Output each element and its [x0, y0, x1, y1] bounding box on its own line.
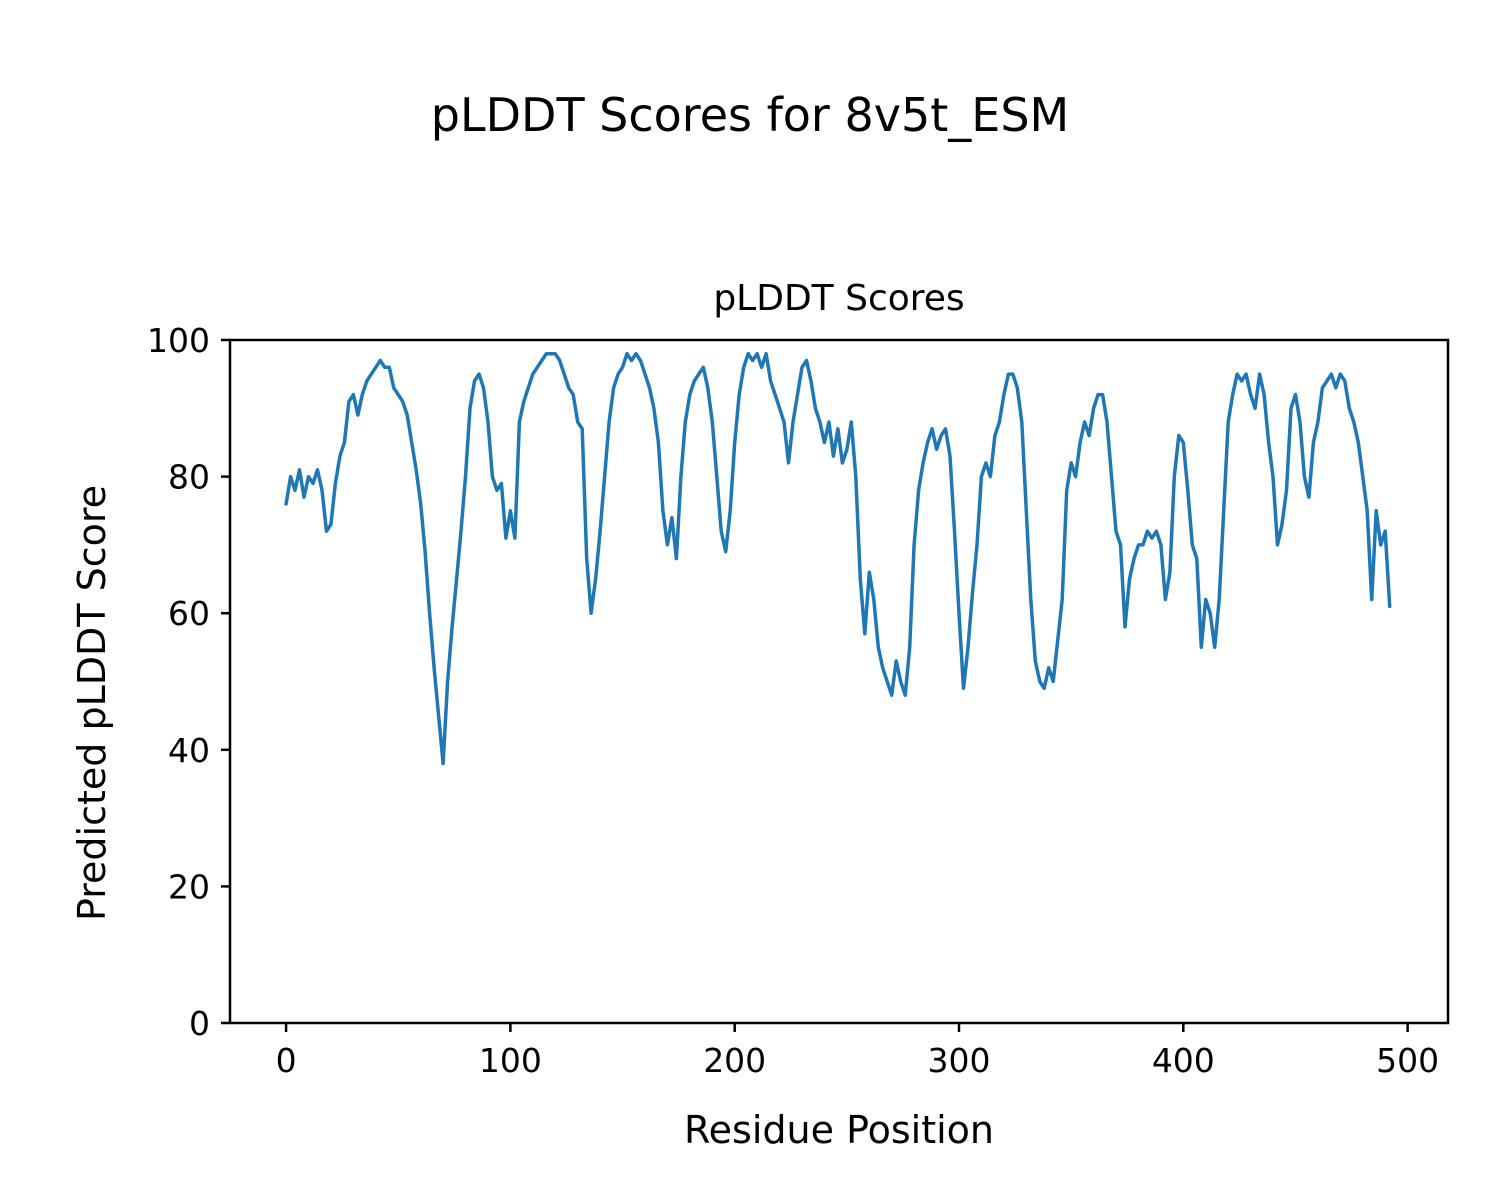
y-axis-ticks: 0 20 40 60 80 100: [147, 321, 230, 1043]
x-axis-ticks: 0 100 200 300 400 500: [276, 1023, 1439, 1080]
plddt-line: [284, 351, 1392, 766]
x-tick-label: 300: [928, 1041, 991, 1080]
figure-title: pLDDT Scores for 8v5t_ESM: [430, 88, 1070, 142]
x-tick-label: 100: [479, 1041, 542, 1080]
y-tick-label: 40: [168, 731, 210, 770]
y-tick-label: 20: [168, 867, 210, 906]
y-tick-label: 60: [168, 594, 210, 633]
axes-title: pLDDT Scores: [713, 278, 965, 319]
x-tick-label: 500: [1376, 1041, 1439, 1080]
x-axis-label: Residue Position: [683, 1108, 995, 1152]
y-tick-label: 80: [168, 458, 210, 497]
axes-spines: [228, 338, 1450, 1025]
y-tick-label: 100: [147, 321, 210, 360]
x-tick-label: 400: [1152, 1041, 1215, 1080]
y-tick-label: 0: [189, 1004, 210, 1043]
x-tick-label: 200: [703, 1041, 766, 1080]
plot-line-group: [284, 351, 1392, 766]
plot-border: [228, 338, 1450, 1025]
x-tick-label: 0: [276, 1041, 297, 1080]
